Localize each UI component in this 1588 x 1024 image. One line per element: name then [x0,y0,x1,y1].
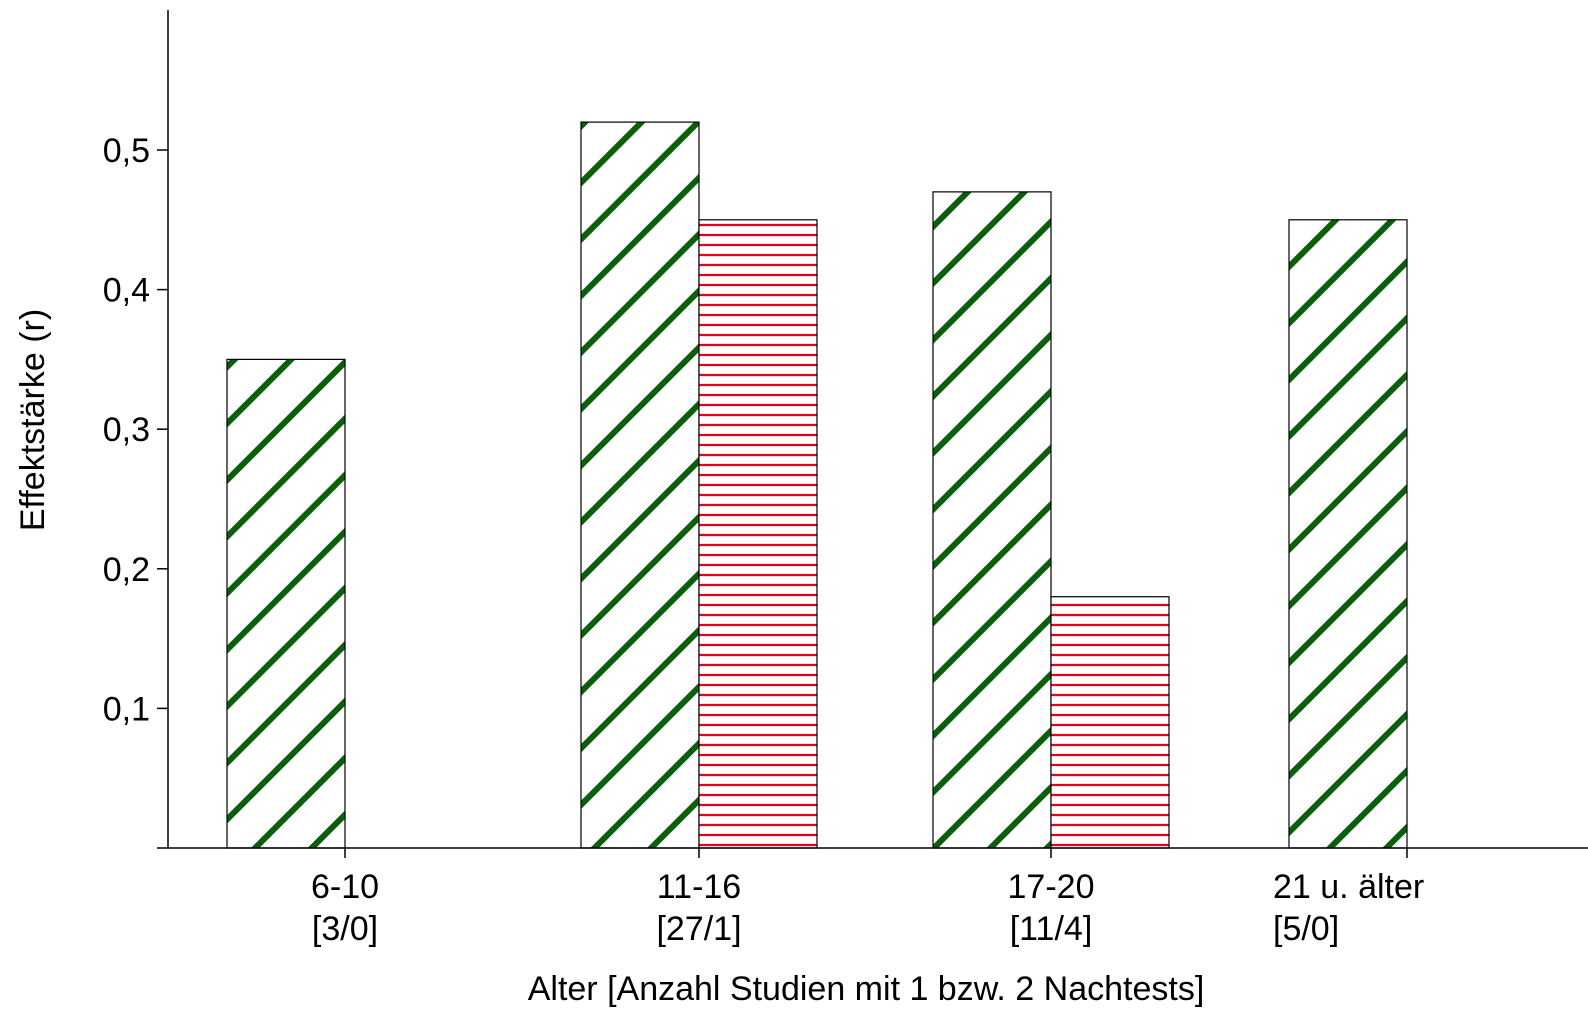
bar-red-3 [1050,596,1170,849]
bars-layer [226,121,1408,849]
x-category-count-1: [3/0] [312,910,378,948]
x-category-label-2: 11-16 [657,868,741,906]
y-tick-label-4: 0,4 [103,272,150,310]
y-tick-label-3: 0,3 [103,411,150,449]
y-tick-label-5: 0,5 [103,132,150,170]
labels-layer: Effektstärke (r) Alter [Anzahl Studien m… [14,309,1204,1008]
bar-green-3 [932,191,1052,849]
x-category-count-3: [11/4] [1010,910,1093,948]
x-category-count-2: [27/1] [656,910,741,948]
bar-green-2 [580,121,700,849]
x-category-label-4: 21 u. älter [1273,868,1424,906]
x-category-label-1: 6-10 [311,868,379,906]
x-axis-label: Alter [Anzahl Studien mit 1 bzw. 2 Nacht… [528,970,1205,1008]
x-category-count-4: [5/0] [1273,910,1339,948]
bar-red-2 [698,219,818,849]
axes-layer: 0,1 0,2 0,3 0,4 0,5 6-10 [3/0] 11-16 [27/1] 17-20… [103,10,1588,948]
bar-green-1 [226,358,346,849]
x-category-label-3: 17-20 [1008,868,1095,906]
y-tick-label-2: 0,2 [103,551,150,589]
y-axis-label: Effektstärke (r) [14,309,52,531]
bar-green-4 [1288,219,1408,849]
y-tick-label-1: 0,1 [103,690,150,728]
